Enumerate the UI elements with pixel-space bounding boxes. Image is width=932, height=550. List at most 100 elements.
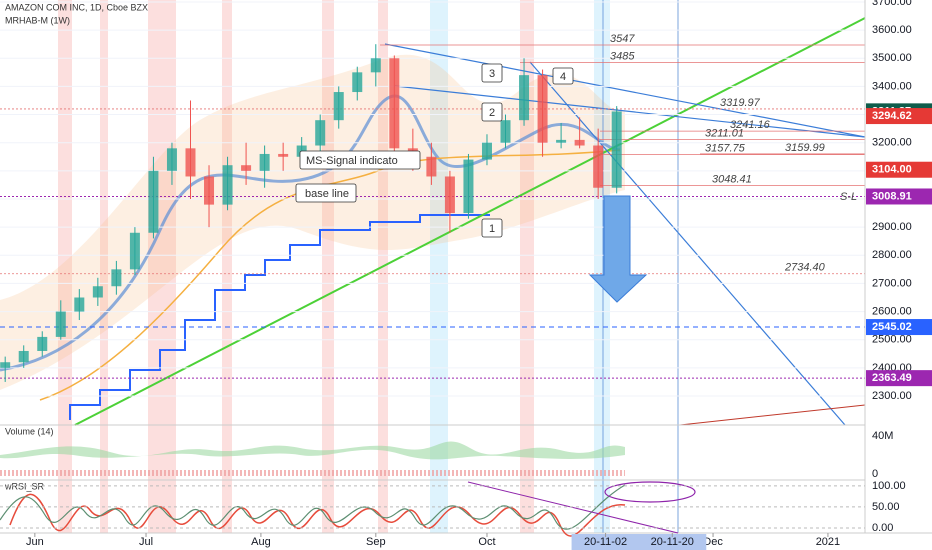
candle-body — [500, 120, 511, 143]
callout-text: base line — [305, 188, 349, 200]
level-label: 3048.41 — [712, 173, 752, 185]
level-label: 3211.01 — [705, 128, 744, 140]
price-tag — [866, 161, 932, 178]
candle-body — [18, 350, 29, 363]
trend-line — [679, 404, 866, 426]
candle-body — [92, 286, 103, 298]
x-tick-label: Aug — [251, 536, 271, 548]
y-tick-label: 2500.00 — [872, 334, 912, 346]
price-tag — [866, 188, 932, 205]
x-tick-label: Jul — [139, 536, 153, 548]
price-tag-label: 2363.49 — [872, 372, 912, 384]
candle-body — [463, 159, 474, 214]
candle-body — [426, 156, 437, 177]
y-tick-label: 2300.00 — [872, 390, 912, 402]
ma-line — [0, 94, 621, 372]
candle-body — [444, 176, 455, 214]
y-tick-label: 0.00 — [872, 522, 893, 534]
x-highlight — [638, 534, 707, 550]
y-tick-label: 3700.00 — [872, 0, 912, 8]
volume-area — [0, 441, 625, 460]
x-tick-label: Sep — [366, 536, 386, 548]
y-tick-label: 100.00 — [872, 480, 906, 492]
candle-body — [166, 148, 177, 171]
wave-label: 2 — [489, 107, 495, 119]
candle-body — [204, 176, 215, 205]
callouts — [295, 63, 574, 238]
y-tick-label: 0 — [872, 468, 878, 480]
trend-line — [74, 17, 866, 426]
price-tag — [866, 108, 932, 125]
candle-body — [593, 145, 604, 188]
price-tag-label: 3294.62 — [872, 110, 912, 122]
price-tag — [866, 370, 932, 387]
envelope — [0, 54, 625, 390]
candle-body — [611, 111, 622, 188]
x-highlight — [571, 534, 640, 550]
level-label: 3319.97 — [720, 97, 761, 109]
candle-body — [148, 170, 159, 233]
trend-line — [529, 61, 846, 426]
trend-line — [394, 85, 866, 138]
candle-body — [74, 297, 85, 312]
y-tick-label: 2600.00 — [872, 305, 912, 317]
x-tick-label: 20-11-20 — [651, 536, 694, 548]
candle-body — [129, 232, 140, 270]
level-label: 3159.99 — [785, 142, 825, 154]
y-tick-label: 2700.00 — [872, 277, 912, 289]
x-tick-label: 20-11-02 — [584, 536, 627, 548]
price-tag — [866, 319, 932, 336]
candle-body — [352, 72, 363, 93]
sl-label: S-L — [840, 191, 857, 203]
y-tick-label: 2800.00 — [872, 249, 912, 261]
candles — [0, 44, 622, 382]
level-label: 3547 — [610, 33, 635, 45]
level-label: 2734.40 — [784, 262, 826, 274]
level-label: 3157.75 — [705, 142, 746, 154]
candle-body — [222, 165, 233, 205]
rsi-signal — [0, 484, 626, 530]
x-tick-label: 2021 — [816, 536, 840, 548]
y-tick-label: 3200.00 — [872, 137, 912, 149]
wave-label: 4 — [560, 71, 566, 83]
candle-body — [574, 139, 585, 146]
candle-body — [185, 148, 196, 177]
candle-body — [37, 336, 48, 351]
grid — [0, 1, 865, 397]
candle-body — [370, 58, 381, 73]
candle-body — [55, 311, 66, 337]
y-tick-label: 3400.00 — [872, 80, 912, 92]
x-tick-label: Dec — [703, 536, 723, 548]
level-label: 3485 — [610, 50, 635, 62]
trend-line — [384, 43, 866, 138]
candle-body — [241, 165, 252, 171]
candle-body — [481, 142, 492, 160]
candle-body — [389, 58, 400, 149]
wave-label: 1 — [489, 223, 495, 235]
y-tick-label: 50.00 — [872, 501, 900, 513]
y-tick-label: 40M — [872, 430, 893, 442]
down-arrow — [588, 195, 648, 303]
level-label: 3241.16 — [730, 119, 771, 131]
rsi-trend — [467, 481, 679, 534]
candle-body — [278, 153, 289, 157]
price-tag-label: 3008.91 — [872, 190, 912, 202]
candle-body — [315, 120, 326, 146]
y-tick-label: 2900.00 — [872, 221, 912, 233]
candle-body — [111, 269, 122, 287]
chart-title: AMAZON COM INC, 1D, Cboe BZX — [5, 2, 148, 12]
rsi-circle — [604, 481, 696, 503]
candle-body — [519, 75, 530, 121]
price-tag-label: 3104.00 — [872, 164, 912, 176]
price-tag-label: 2545.02 — [872, 321, 912, 333]
pane-label: Volume (14) — [5, 426, 54, 436]
candle-body — [0, 362, 11, 368]
chart-subtitle: MRHAB-M (1W) — [5, 15, 70, 25]
wave-label: 3 — [489, 68, 495, 80]
y-tick-label: 3600.00 — [872, 24, 912, 36]
candle-body — [556, 139, 567, 143]
candle-body — [259, 153, 270, 171]
